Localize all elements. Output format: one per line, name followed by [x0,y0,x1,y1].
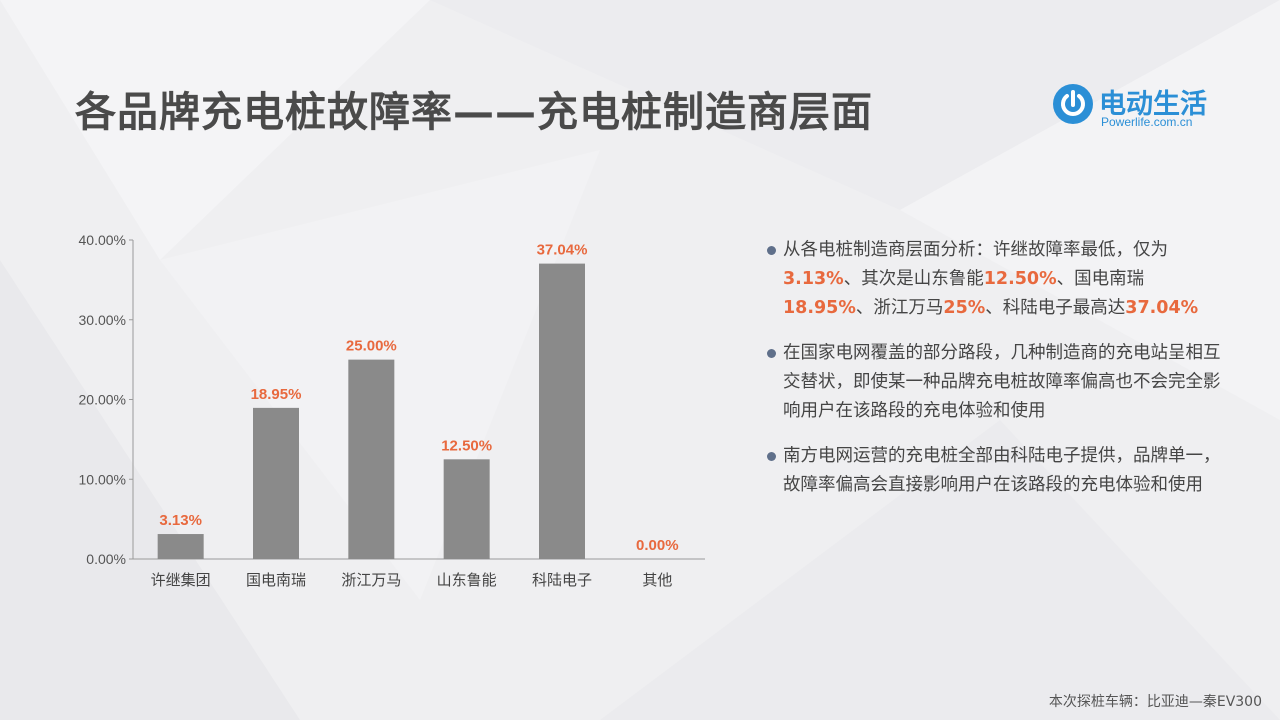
y-tick-label: 30.00% [79,312,126,328]
analysis-bullets: 从各电桩制造商层面分析：许继故障率最低，仅为 3.13%、其次是山东鲁能12.50… [765,236,1225,516]
bar [443,459,490,559]
x-tick-label: 其他 [642,571,672,589]
x-tick-label: 山东鲁能 [437,571,497,589]
x-tick-label: 许继集团 [151,571,211,589]
bullet-text: 南方电网运营的充电桩全部由科陆电子提供，品牌单一，故障率偏高会直接影响用户在该路… [783,446,1221,495]
x-tick-label: 浙江万马 [341,571,401,589]
brand-logo: 电动生活 Powerlife.com.cn [1053,82,1233,132]
bullet-text: 、其次是山东鲁能 [843,269,984,289]
bar [253,407,299,559]
bullet-item: 南方电网运营的充电桩全部由科陆电子提供，品牌单一，故障率偏高会直接影响用户在该路… [765,442,1225,500]
bullet-text: 在国家电网覆盖的部分路段，几种制造商的充电站呈相互交替状，即使某一种品牌充电桩故… [783,343,1221,421]
data-label: 37.04% [537,242,588,259]
bullet-text: 从各电桩制造商层面分析：许继故障率最低，仅为 [783,240,1168,260]
bullet-dot-icon [767,452,776,461]
y-tick-label: 40.00% [79,232,126,248]
highlight-value: 37.04% [1125,298,1199,318]
bullet-item: 从各电桩制造商层面分析：许继故障率最低，仅为 3.13%、其次是山东鲁能12.50… [765,236,1225,323]
bar [348,359,395,559]
data-label: 3.13% [159,512,202,529]
bullet-text: 、浙江万马 [855,298,944,318]
bar-chart: 0.00% 10.00% 20.00% 30.00% 40.00% 3.13% 许继集团 18… [79,232,705,589]
y-tick-label: 10.00% [79,471,126,487]
highlight-value: 12.50% [983,269,1057,289]
x-tick-label: 科陆电子 [532,571,592,589]
y-tick-label: 0.00% [86,551,126,567]
data-label: 25.00% [346,338,397,355]
bullet-dot-icon [767,246,776,255]
power-icon [1053,84,1093,124]
logo-name: 电动生活 [1099,89,1207,120]
bullet-item: 在国家电网覆盖的部分路段，几种制造商的充电站呈相互交替状，即使某一种品牌充电桩故… [765,339,1225,426]
bullet-text: 、科陆电子最高达 [985,298,1126,318]
bullet-dot-icon [767,349,776,358]
bar [157,534,204,559]
highlight-value: 3.13% [783,269,844,289]
highlight-value: 18.95% [783,298,856,318]
y-tick-label: 20.00% [79,392,126,408]
page-title: 各品牌充电桩故障率——充电桩制造商层面 [75,88,873,136]
bar [539,263,585,559]
data-label: 18.95% [251,386,302,403]
data-label: 12.50% [441,437,492,454]
x-tick-label: 国电南瑞 [246,571,306,589]
highlight-value: 25% [943,298,986,318]
bullet-text: 、国电南瑞 [1056,269,1145,289]
logo-url: Powerlife.com.cn [1101,115,1193,129]
footer-note: 本次探桩车辆：比亚迪—秦EV300 [1048,694,1262,710]
data-label: 0.00% [636,537,679,554]
